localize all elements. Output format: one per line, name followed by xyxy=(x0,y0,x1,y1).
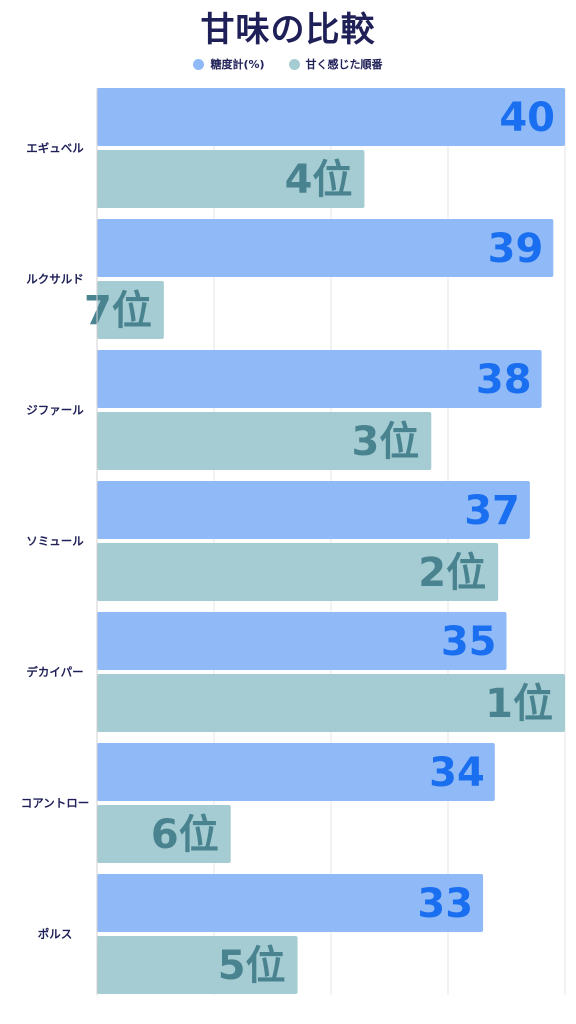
data-label-sugar-3: 37 xyxy=(464,488,520,534)
bar-rank-6 xyxy=(97,936,298,994)
legend-swatch-sugar xyxy=(193,58,205,70)
legend-item-sugar: 糖度計(%) xyxy=(193,56,265,72)
data-label-sugar-0: 40 xyxy=(499,95,555,141)
bar-rank-5 xyxy=(97,805,231,863)
legend: 糖度計(%) 甘く感じた順番 xyxy=(0,56,576,72)
data-label-rank-5: 6位 xyxy=(151,812,219,858)
category-label-2: ジファール xyxy=(26,403,84,417)
legend-item-rank: 甘く感じた順番 xyxy=(288,56,383,72)
data-label-sugar-5: 34 xyxy=(429,750,485,796)
data-label-sugar-2: 38 xyxy=(476,357,532,403)
bar-sugar-5 xyxy=(97,743,495,801)
data-label-rank-0: 4位 xyxy=(285,157,353,203)
bar-rank-1 xyxy=(97,281,164,339)
bar-sugar-2 xyxy=(97,350,542,408)
data-label-rank-2: 3位 xyxy=(351,419,419,465)
legend-label-sugar: 糖度計(%) xyxy=(210,58,265,71)
category-label-4: デカイパー xyxy=(26,665,83,679)
category-label-1: ルクサルド xyxy=(26,272,84,286)
bar-sugar-4 xyxy=(97,612,507,670)
data-label-rank-4: 1位 xyxy=(485,681,553,727)
category-label-5: コアントロー xyxy=(21,796,90,810)
category-label-3: ソミュール xyxy=(26,534,84,548)
data-label-rank-6: 5位 xyxy=(218,943,286,989)
category-label-0: エギュベル xyxy=(26,141,84,155)
chart-title: 甘味の比較 xyxy=(200,10,376,50)
data-label-sugar-6: 33 xyxy=(417,881,473,927)
bar-rank-0 xyxy=(97,150,365,208)
bar-sugar-1 xyxy=(97,219,554,277)
data-label-rank-3: 2位 xyxy=(418,550,486,596)
bar-rank-2 xyxy=(97,412,432,470)
bar-rank-3 xyxy=(97,543,499,601)
bar-rank-4 xyxy=(97,674,565,732)
category-label-6: ポルス xyxy=(38,927,73,941)
legend-swatch-rank xyxy=(288,58,300,70)
bar-sugar-6 xyxy=(97,874,484,932)
bar-sugar-0 xyxy=(97,88,565,146)
data-label-sugar-1: 39 xyxy=(488,226,544,272)
data-label-rank-1: 7位 xyxy=(84,288,152,334)
bar-sugar-3 xyxy=(97,481,530,539)
legend-label-rank: 甘く感じた順番 xyxy=(305,58,383,71)
data-label-sugar-4: 35 xyxy=(441,619,497,665)
